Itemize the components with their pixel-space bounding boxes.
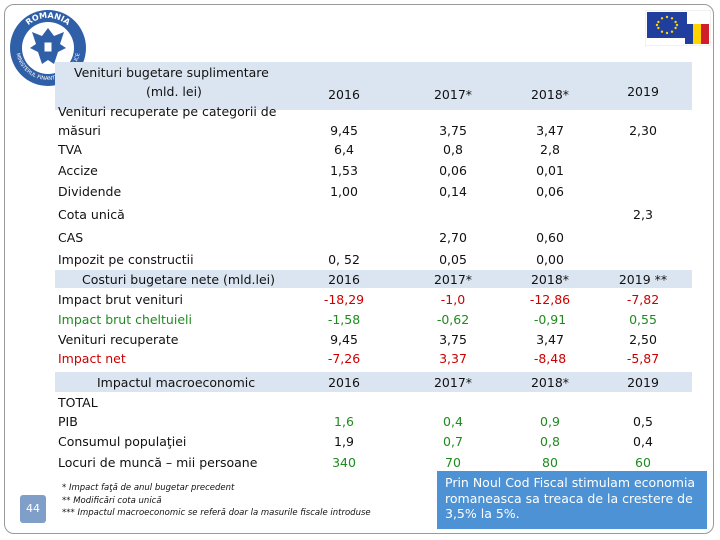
cell-value: 1,00 <box>330 184 358 199</box>
cell-value: 0,14 <box>439 184 467 199</box>
row-label: Impozit pe constructii <box>58 252 194 267</box>
cell-value: 1,6 <box>334 414 354 429</box>
section3-year: 2019 <box>627 375 659 390</box>
cell-value: 0,8 <box>540 434 560 449</box>
cell-value: -0,62 <box>436 312 470 327</box>
row-label: Venituri recuperate pe categorii de <box>58 104 277 119</box>
cell-value: -0,91 <box>533 312 567 327</box>
section2-year: 2016 <box>328 272 360 287</box>
row-label: Cota unică <box>58 207 125 222</box>
section2-year: 2018* <box>530 272 570 287</box>
row-label: Venituri recuperate <box>58 332 179 347</box>
cell-value: 3,47 <box>536 332 564 347</box>
cell-value: 1,9 <box>334 434 354 449</box>
footnotes: * Impact faţă de anul bugetar precedent … <box>62 482 371 520</box>
section1-title-line1: Venituri bugetare suplimentare <box>74 65 269 80</box>
cell-value: -7,26 <box>327 351 361 366</box>
page-number: 44 <box>20 495 46 523</box>
cell-value: 70 <box>445 455 461 470</box>
cell-value: 2,70 <box>439 230 467 245</box>
cell-value: -7,82 <box>626 292 660 307</box>
cell-value: 2,50 <box>629 332 657 347</box>
slide-frame <box>4 4 714 534</box>
cell-value: 0,06 <box>536 184 564 199</box>
footnote: ** Modificări cota unică <box>62 495 162 506</box>
cell-value: 0,5 <box>633 414 653 429</box>
cell-value: 60 <box>635 455 651 470</box>
section3-title: Impactul macroeconomic <box>97 375 256 390</box>
row-label: TVA <box>58 142 82 157</box>
cell-value: 0,00 <box>536 252 564 267</box>
row-label: Impact brut cheltuieli <box>58 312 192 327</box>
section2-title: Costuri bugetare nete (mld.lei) <box>82 272 275 287</box>
section1-title-line2: (mld. lei) <box>146 84 202 99</box>
cell-value: -1,58 <box>327 312 361 327</box>
cell-value: 2,30 <box>629 123 657 138</box>
cell-value: 0,7 <box>443 434 463 449</box>
cell-value: 3,75 <box>439 332 467 347</box>
cell-value: 9,45 <box>330 332 358 347</box>
cell-value: 3,47 <box>536 123 564 138</box>
cell-value: -8,48 <box>533 351 567 366</box>
eu-romania-flags-icon <box>645 10 711 46</box>
row-label: Accize <box>58 163 98 178</box>
cell-value: 0,8 <box>443 142 463 157</box>
row-label: Dividende <box>58 184 122 199</box>
cell-value: -5,87 <box>626 351 660 366</box>
cell-value: 0,4 <box>633 434 653 449</box>
section2-year: 2017* <box>433 272 473 287</box>
footnote: * Impact faţă de anul bugetar precedent <box>62 483 235 493</box>
section1-year: 2019 <box>627 84 659 99</box>
row-label: Impact brut venituri <box>58 292 183 307</box>
callout-box: Prin Noul Cod Fiscal stimulam economia r… <box>437 471 707 529</box>
section1-year: 2018* <box>530 87 570 102</box>
section3-header-band <box>55 372 692 392</box>
row-label: Impact net <box>58 351 126 366</box>
section3-year: 2017* <box>433 375 473 390</box>
ministry-logo: ROMANIA MINISTERUL FINANTELOR PUBLICE <box>10 10 86 86</box>
cell-value: 0,55 <box>629 312 657 327</box>
cell-value: 0, 52 <box>328 252 360 267</box>
row-label: CAS <box>58 230 84 245</box>
cell-value: 0,9 <box>540 414 560 429</box>
section3-year: 2018* <box>530 375 570 390</box>
section2-header-band <box>55 270 692 288</box>
cell-value: 340 <box>332 455 356 470</box>
section3-year: 2016 <box>328 375 360 390</box>
cell-value: 0,05 <box>439 252 467 267</box>
cell-value: 80 <box>542 455 558 470</box>
cell-value: 0,60 <box>536 230 564 245</box>
section1-header-band <box>55 62 692 110</box>
cell-value: 9,45 <box>330 123 358 138</box>
cell-value: 6,4 <box>334 142 354 157</box>
cell-value: -1,0 <box>440 292 466 307</box>
row-label: Consumul populaţiei <box>58 434 187 449</box>
section1-year: 2017* <box>433 87 473 102</box>
row-label: PIB <box>58 414 78 429</box>
section2-year: 2019 ** <box>618 272 668 287</box>
cell-value: 2,3 <box>633 207 653 222</box>
row-label: măsuri <box>58 123 101 138</box>
cell-value: 1,53 <box>330 163 358 178</box>
total-label: TOTAL <box>58 395 98 410</box>
section1-year: 2016 <box>328 87 360 102</box>
cell-value: 2,8 <box>540 142 560 157</box>
cell-value: -18,29 <box>323 292 365 307</box>
cell-value: -12,86 <box>529 292 571 307</box>
cell-value: 3,37 <box>439 351 467 366</box>
cell-value: 0,06 <box>439 163 467 178</box>
cell-value: 3,75 <box>439 123 467 138</box>
cell-value: 0,4 <box>443 414 463 429</box>
row-label: Locuri de muncă – mii persoane <box>58 455 258 470</box>
footnote: *** Impactul macroeconomic se referă doa… <box>62 508 371 518</box>
cell-value: 0,01 <box>536 163 564 178</box>
